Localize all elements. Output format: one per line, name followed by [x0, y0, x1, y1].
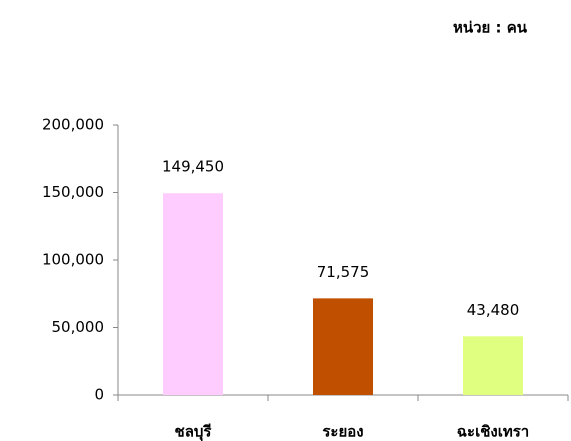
- bar: [313, 298, 373, 395]
- value-label: 149,450: [162, 158, 224, 176]
- y-tick-label: 200,000: [42, 116, 104, 134]
- x-tick-label: ระยอง: [322, 423, 363, 441]
- y-tick-label: 0: [94, 386, 104, 404]
- y-tick-label: 150,000: [42, 183, 104, 201]
- bar: [163, 193, 223, 395]
- y-tick-label: 100,000: [42, 251, 104, 269]
- bar: [463, 336, 523, 395]
- x-tick-label: ชลบุรี: [175, 423, 213, 441]
- value-label: 71,575: [317, 263, 370, 281]
- x-tick-label: ฉะเชิงเทรา: [457, 423, 529, 441]
- y-tick-label: 50,000: [52, 318, 105, 336]
- unit-annotation: หน่วย : คน: [453, 19, 528, 37]
- value-label: 43,480: [467, 301, 520, 319]
